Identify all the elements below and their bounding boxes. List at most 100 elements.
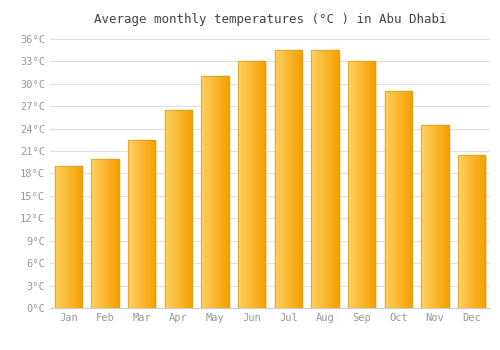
- Bar: [238, 61, 240, 308]
- Bar: [446, 125, 448, 308]
- Bar: [333, 50, 334, 308]
- Bar: [260, 61, 262, 308]
- Bar: [253, 61, 254, 308]
- Bar: [478, 155, 479, 308]
- Bar: [421, 125, 422, 308]
- Bar: [355, 61, 356, 308]
- Bar: [408, 91, 410, 308]
- Bar: [467, 155, 468, 308]
- Bar: [164, 110, 192, 308]
- Bar: [367, 61, 368, 308]
- Bar: [368, 61, 369, 308]
- Bar: [404, 91, 405, 308]
- Bar: [56, 166, 58, 308]
- Bar: [207, 76, 208, 308]
- Bar: [400, 91, 401, 308]
- Bar: [460, 155, 462, 308]
- Bar: [185, 110, 186, 308]
- Bar: [64, 166, 65, 308]
- Bar: [438, 125, 439, 308]
- Bar: [359, 61, 360, 308]
- Bar: [484, 155, 486, 308]
- Bar: [246, 61, 247, 308]
- Bar: [113, 159, 114, 308]
- Bar: [311, 50, 312, 308]
- Bar: [319, 50, 320, 308]
- Bar: [321, 50, 322, 308]
- Bar: [370, 61, 372, 308]
- Bar: [105, 159, 106, 308]
- Bar: [67, 166, 68, 308]
- Bar: [318, 50, 319, 308]
- Bar: [354, 61, 355, 308]
- Bar: [323, 50, 324, 308]
- Bar: [465, 155, 466, 308]
- Bar: [396, 91, 397, 308]
- Bar: [325, 50, 326, 308]
- Bar: [210, 76, 211, 308]
- Bar: [255, 61, 256, 308]
- Bar: [66, 166, 67, 308]
- Bar: [141, 140, 142, 308]
- Bar: [284, 50, 285, 308]
- Bar: [116, 159, 117, 308]
- Bar: [361, 61, 362, 308]
- Bar: [472, 155, 473, 308]
- Bar: [202, 76, 203, 308]
- Bar: [280, 50, 281, 308]
- Bar: [240, 61, 242, 308]
- Bar: [317, 50, 318, 308]
- Bar: [479, 155, 480, 308]
- Bar: [458, 155, 485, 308]
- Bar: [251, 61, 252, 308]
- Bar: [476, 155, 477, 308]
- Bar: [288, 50, 289, 308]
- Bar: [61, 166, 62, 308]
- Bar: [358, 61, 359, 308]
- Bar: [181, 110, 182, 308]
- Bar: [286, 50, 287, 308]
- Bar: [147, 140, 148, 308]
- Bar: [475, 155, 476, 308]
- Bar: [245, 61, 246, 308]
- Bar: [386, 91, 388, 308]
- Bar: [391, 91, 392, 308]
- Bar: [410, 91, 412, 308]
- Bar: [74, 166, 75, 308]
- Bar: [104, 159, 105, 308]
- Bar: [282, 50, 283, 308]
- Bar: [63, 166, 64, 308]
- Bar: [470, 155, 471, 308]
- Bar: [71, 166, 72, 308]
- Bar: [168, 110, 170, 308]
- Bar: [228, 76, 229, 308]
- Bar: [295, 50, 296, 308]
- Bar: [137, 140, 138, 308]
- Bar: [473, 155, 474, 308]
- Bar: [213, 76, 214, 308]
- Bar: [171, 110, 172, 308]
- Bar: [142, 140, 143, 308]
- Bar: [331, 50, 332, 308]
- Bar: [294, 50, 295, 308]
- Bar: [422, 125, 424, 308]
- Bar: [462, 155, 464, 308]
- Bar: [426, 125, 428, 308]
- Bar: [114, 159, 116, 308]
- Bar: [394, 91, 395, 308]
- Bar: [143, 140, 144, 308]
- Bar: [223, 76, 224, 308]
- Bar: [289, 50, 290, 308]
- Bar: [405, 91, 406, 308]
- Bar: [219, 76, 220, 308]
- Bar: [357, 61, 358, 308]
- Bar: [110, 159, 111, 308]
- Bar: [356, 61, 357, 308]
- Bar: [78, 166, 80, 308]
- Bar: [106, 159, 107, 308]
- Bar: [298, 50, 300, 308]
- Bar: [336, 50, 338, 308]
- Bar: [154, 140, 156, 308]
- Bar: [135, 140, 136, 308]
- Bar: [177, 110, 178, 308]
